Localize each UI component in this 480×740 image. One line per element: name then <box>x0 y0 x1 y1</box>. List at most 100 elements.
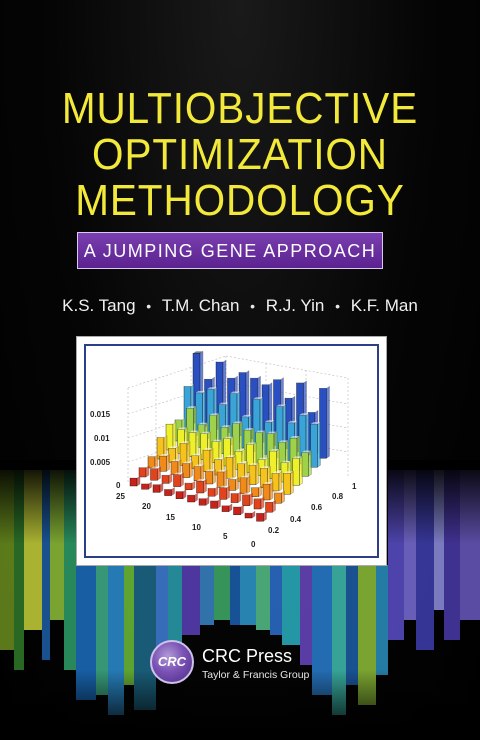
bar-top <box>185 481 195 484</box>
bar <box>210 500 218 509</box>
book-title-line-3: METHODOLOGY <box>75 176 405 225</box>
bar-side <box>189 461 193 478</box>
bar <box>164 489 172 496</box>
bar-side <box>191 480 196 491</box>
bar-top <box>233 504 244 507</box>
bar-side <box>214 486 219 497</box>
bar-top <box>273 377 284 380</box>
bar-top <box>272 471 282 474</box>
bar-top <box>278 440 289 443</box>
crc-logo: CRC <box>150 640 194 684</box>
bar-top <box>246 442 257 445</box>
bar-side <box>263 510 267 522</box>
bar-side <box>194 492 198 503</box>
bar <box>265 501 273 513</box>
bar-top <box>162 473 172 476</box>
bar <box>150 468 158 481</box>
bar-side <box>166 453 170 472</box>
bar-top <box>173 472 184 475</box>
bar <box>207 488 216 497</box>
bar-top <box>171 459 181 462</box>
bar-side <box>232 454 237 479</box>
bar-top <box>256 511 267 514</box>
bar <box>184 482 193 490</box>
bar <box>161 475 170 484</box>
bar-top <box>200 431 211 434</box>
bar-top <box>208 486 218 489</box>
bar-side <box>237 491 242 503</box>
x-tick-label: 25 <box>116 492 125 501</box>
bar-side <box>145 465 150 478</box>
bar-top <box>177 427 188 430</box>
bar-top <box>249 463 259 466</box>
bar-top <box>267 431 277 434</box>
bar-top <box>283 471 294 474</box>
bar-top <box>180 441 190 444</box>
bar-top <box>221 425 231 428</box>
bar-side <box>260 496 265 510</box>
bar-top <box>292 456 303 459</box>
cover-figure-frame: 0.015 0.01 0.005 0 25 20 15 10 5 0 0.2 0… <box>76 336 387 566</box>
bar <box>170 461 179 475</box>
bar-side <box>180 472 184 487</box>
bar-top <box>219 485 230 488</box>
bar-side <box>235 477 239 491</box>
bar-side <box>249 492 253 507</box>
bar-side <box>258 485 262 498</box>
bar-top <box>187 493 198 496</box>
bar-plot-3d: 0.015 0.01 0.005 0 25 20 15 10 5 0 0.2 0… <box>90 351 357 549</box>
bar-side <box>317 421 321 468</box>
bar-top <box>150 466 161 469</box>
bar-top <box>301 450 312 453</box>
author-4: K.F. Man <box>350 296 418 315</box>
bar-top <box>216 359 226 362</box>
bar-top <box>232 421 243 424</box>
bar-top <box>287 420 298 423</box>
bar-top <box>230 391 240 394</box>
cover-figure: 0.015 0.01 0.005 0 25 20 15 10 5 0 0.2 0… <box>84 344 379 558</box>
bar-side <box>171 487 175 496</box>
bar-top <box>241 414 252 417</box>
bar <box>173 474 181 487</box>
bar-top <box>204 377 215 380</box>
bar-top <box>265 500 276 503</box>
bar-top <box>199 496 209 499</box>
author-separator: • <box>335 298 341 314</box>
bar-top <box>203 448 213 451</box>
bar-top <box>182 461 193 464</box>
author-3: R.J. Yin <box>265 296 325 315</box>
bar-top <box>264 420 275 423</box>
bar-top <box>176 489 186 492</box>
bar <box>230 493 239 503</box>
publisher-name: CRC Press <box>202 646 293 666</box>
bar-top <box>255 430 266 433</box>
bar-top <box>250 376 261 379</box>
bar-top <box>207 387 217 390</box>
bar <box>193 466 202 482</box>
bar-top <box>164 487 175 490</box>
bar-side <box>272 499 276 513</box>
bar-side <box>326 385 330 459</box>
bar-side <box>255 462 260 485</box>
bar-side <box>212 469 216 485</box>
z-tick-label: 0.005 <box>90 458 111 467</box>
bar-top <box>194 464 204 467</box>
bar-side <box>159 482 164 493</box>
bar <box>221 505 230 512</box>
bar <box>187 494 195 503</box>
bar-top <box>168 446 179 449</box>
bar <box>244 512 253 519</box>
bar-top <box>262 382 272 385</box>
bar-top <box>166 422 176 425</box>
bar-side <box>154 454 159 469</box>
author-2: T.M. Chan <box>161 296 240 315</box>
bar <box>152 484 161 493</box>
book-title-line-1: MULTIOBJECTIVE <box>61 84 419 133</box>
bar-top <box>308 410 318 413</box>
bar <box>129 477 138 487</box>
bar-top <box>237 461 248 464</box>
bar-top <box>223 436 234 439</box>
bar-side <box>203 478 207 494</box>
bar-side <box>223 469 228 488</box>
bar-top <box>189 430 199 433</box>
